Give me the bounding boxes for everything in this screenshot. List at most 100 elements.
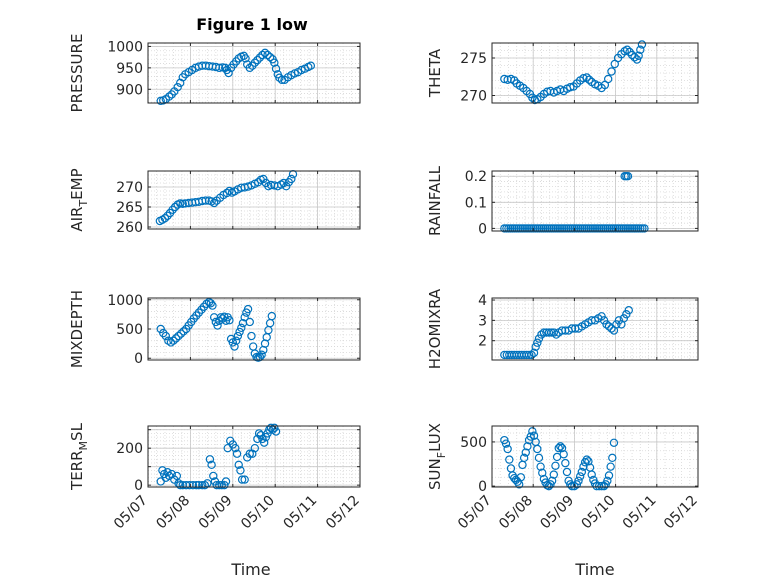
data-point [501, 439, 511, 448]
data-point [547, 476, 557, 486]
data-point [257, 350, 266, 359]
x-tick-label: 05/08 [153, 493, 193, 533]
data-point [255, 352, 265, 362]
data-point [523, 442, 532, 451]
theta-y-axis-label: THETA [426, 48, 444, 98]
data-point [575, 472, 585, 481]
data-point [570, 481, 579, 491]
x-tick-label: 05/12 [323, 493, 363, 533]
terr_msl-panel: 0 200 05/07 05/08 05/09 05/10 05/11 05/12 TERRMS… [68, 422, 363, 532]
data-point [237, 323, 246, 333]
y-tick-label: 0.1 [465, 195, 487, 211]
air_temp-panel: 260 265 270 AIRTEMP [68, 168, 361, 236]
data-point [156, 324, 165, 334]
x-tick-label: 05/08 [496, 493, 536, 533]
rainfall-axes-box [491, 170, 699, 232]
air_temp-axes-box [147, 170, 361, 230]
y-tick-label: 270 [460, 89, 487, 105]
data-point [232, 449, 242, 458]
data-point [208, 301, 217, 310]
x-tick-label: 05/07 [111, 493, 151, 533]
data-point [255, 53, 265, 62]
data-point [597, 481, 606, 491]
sun_flux-panel: 0 500 05/07 05/08 05/09 05/10 05/11 05/12 SUNFLU… [426, 423, 701, 532]
data-point [198, 480, 207, 490]
data-point [519, 453, 529, 463]
rainfall-plot-area [492, 171, 698, 231]
rainfall-y-axis-label: RAINFALL [426, 165, 444, 236]
x-tick-label: 05/10 [579, 493, 619, 533]
data-point [522, 350, 531, 360]
data-point [231, 336, 241, 345]
data-point [245, 317, 254, 327]
data-point [209, 471, 218, 481]
data-point [194, 480, 204, 490]
x-tick-label: 05/07 [455, 493, 495, 533]
data-point [579, 74, 588, 83]
pressure-series [156, 48, 316, 106]
data-point [528, 427, 537, 436]
data-point [529, 431, 539, 440]
data-point [287, 174, 296, 184]
y-tick-label: 950 [116, 61, 143, 77]
data-point [604, 322, 614, 331]
data-point [176, 480, 185, 490]
data-point [247, 331, 256, 341]
data-point [606, 462, 615, 471]
data-point [253, 55, 262, 65]
data-point [213, 321, 222, 330]
data-point [235, 327, 244, 337]
h2omixra-y-axis-label: H2OMIXRA [426, 288, 444, 369]
pressure-y-axis-label: PRESSURE [68, 34, 86, 113]
theta-axes-box [491, 42, 699, 104]
data-point [602, 320, 611, 329]
data-point [224, 68, 233, 78]
terr_msl-series [156, 423, 281, 490]
sun_flux-axes-box [491, 425, 699, 488]
pressure-plot-area [148, 43, 360, 103]
data-point [250, 58, 260, 67]
y-tick-label: 200 [116, 441, 143, 457]
h2omixra-panel: 2 3 4 H2OMIXRA [426, 288, 699, 369]
data-point [505, 455, 514, 464]
data-point [526, 432, 535, 441]
data-point [634, 51, 643, 60]
y-tick-label: 0 [478, 221, 487, 237]
data-point [622, 45, 632, 54]
data-point [236, 466, 245, 475]
data-point [582, 455, 591, 464]
data-point [173, 82, 182, 92]
data-point [215, 480, 224, 490]
data-point [164, 92, 174, 101]
data-point [160, 213, 170, 223]
data-point [166, 338, 176, 347]
rainfall-series [500, 172, 649, 233]
data-point [503, 444, 512, 454]
rainfall-panel: 0 0.1 0.2 RAINFALL [426, 165, 699, 237]
h2omixra-axes-box [491, 297, 699, 361]
data-point [263, 50, 272, 60]
data-point [561, 458, 570, 468]
data-point [582, 73, 591, 82]
y-tick-label: 260 [116, 220, 143, 236]
data-point [566, 83, 575, 92]
data-point [237, 475, 247, 484]
data-point [206, 299, 215, 308]
data-point [265, 52, 275, 62]
terr_msl-axes-box [147, 425, 361, 488]
data-point [577, 467, 587, 477]
data-point [604, 471, 614, 480]
data-point [597, 312, 606, 321]
data-point [585, 75, 594, 84]
data-point [607, 67, 616, 76]
sun_flux-series [500, 427, 619, 491]
data-point [306, 61, 316, 70]
data-point [632, 55, 642, 64]
data-point [574, 476, 583, 486]
data-point [258, 50, 267, 60]
pressure-panel: 900 950 1000 PRESSURE [68, 34, 361, 113]
data-point [225, 316, 234, 325]
data-point [168, 205, 177, 214]
data-point [240, 475, 249, 484]
